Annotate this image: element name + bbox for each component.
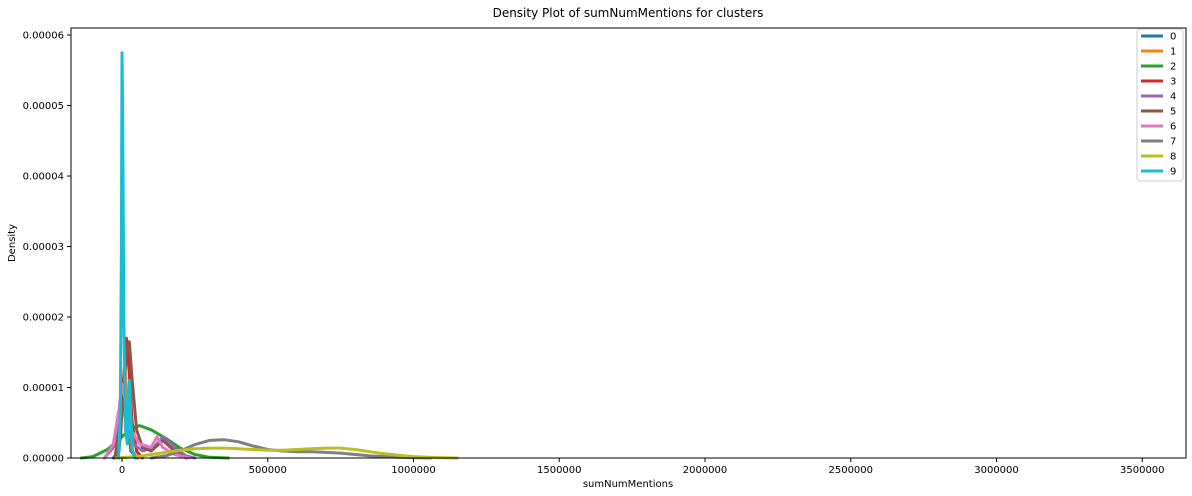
y-tick-label: 0.00004 <box>23 172 64 183</box>
y-tick-label: 0.00002 <box>23 313 64 324</box>
legend: 0 1 2 3 4 5 6 7 8 9 <box>1136 28 1184 182</box>
y-tick-label: 0.00000 <box>23 454 64 465</box>
y-tick-label: 0.00006 <box>23 31 64 42</box>
y-axis: 0.00000 0.00001 0.00002 0.00003 0.00004 0.000… <box>23 31 71 465</box>
series-layer <box>79 51 459 460</box>
x-tick-label: 3500000 <box>1120 465 1165 476</box>
legend-label-8: 8 <box>1170 152 1176 163</box>
legend-label-3: 3 <box>1170 77 1176 88</box>
legend-label-2: 2 <box>1170 62 1176 73</box>
y-tick-label: 0.00005 <box>23 101 64 112</box>
x-axis-label: sumNumMentions <box>583 479 673 490</box>
legend-label-6: 6 <box>1170 122 1176 133</box>
y-axis-label: Density <box>7 224 18 262</box>
series-line-8 <box>114 446 459 460</box>
x-tick-label: 1500000 <box>537 465 582 476</box>
plot-frame <box>70 27 1187 459</box>
x-tick-label: 3000000 <box>974 465 1019 476</box>
legend-label-0: 0 <box>1170 32 1176 43</box>
x-tick-label: 2500000 <box>828 465 873 476</box>
x-tick-label: 0 <box>119 465 125 476</box>
legend-label-7: 7 <box>1170 137 1176 148</box>
chart-title: Density Plot of sumNumMentions for clust… <box>493 6 764 20</box>
series-line-9 <box>117 51 137 460</box>
series-line-2 <box>79 424 230 460</box>
x-tick-label: 1000000 <box>391 465 436 476</box>
legend-label-9: 9 <box>1170 167 1176 178</box>
y-tick-label: 0.00003 <box>23 242 64 253</box>
x-axis: 0 500000 1000000 1500000 2000000 2500000 30000… <box>119 458 1165 476</box>
series-line-6 <box>103 382 191 460</box>
x-tick-label: 500000 <box>249 465 287 476</box>
plot-area <box>71 28 1186 458</box>
y-tick-label: 0.00001 <box>23 383 64 394</box>
x-tick-label: 2000000 <box>683 465 728 476</box>
legend-label-5: 5 <box>1170 107 1176 118</box>
legend-label-4: 4 <box>1170 92 1176 103</box>
legend-label-1: 1 <box>1170 47 1176 58</box>
